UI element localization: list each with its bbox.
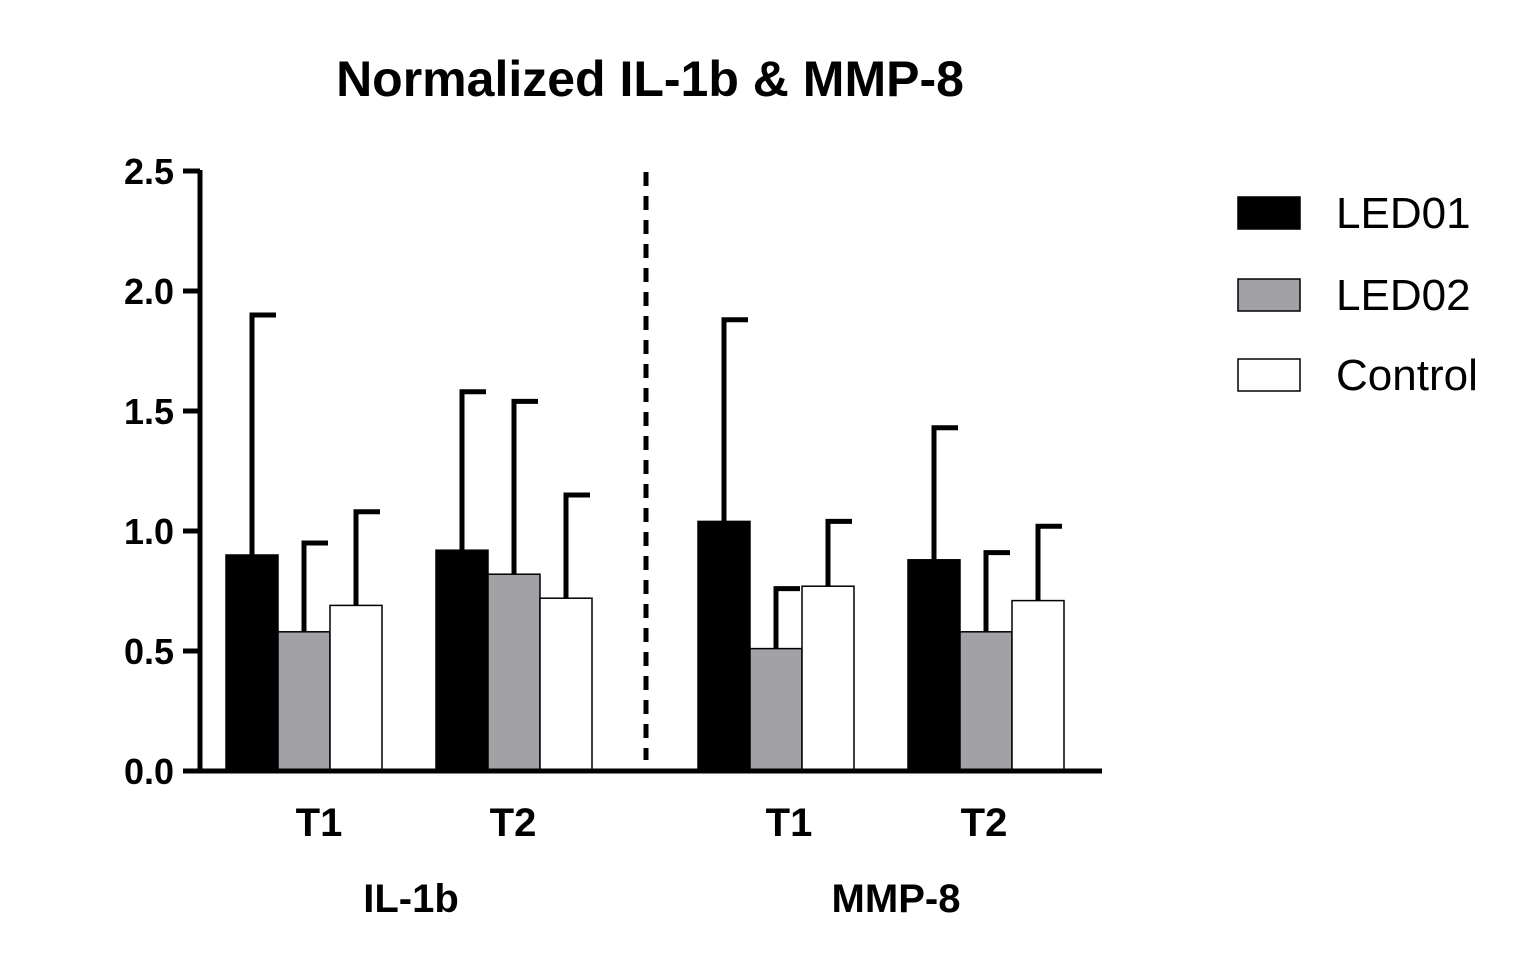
- y-tick-label: 2.0: [124, 271, 174, 312]
- category-label: T1: [766, 801, 813, 845]
- bar-led02: [487, 573, 541, 772]
- bar-led02: [959, 631, 1013, 772]
- bar-led01: [697, 520, 751, 772]
- chart-title: Normalized IL-1b & MMP-8: [336, 51, 964, 107]
- y-tick-label: 2.5: [124, 151, 174, 192]
- bar-led01: [907, 559, 961, 772]
- bar-control: [1011, 599, 1065, 772]
- y-tick-label: 0.5: [124, 631, 174, 672]
- bars: [225, 312, 1065, 772]
- category-labels: T1 T2 T1 T2: [296, 801, 1008, 845]
- legend-swatch-control: [1237, 358, 1301, 392]
- y-tick-label: 1.5: [124, 391, 174, 432]
- bar-led01: [225, 554, 279, 772]
- legend-label-led01: LED01: [1336, 189, 1471, 238]
- bar-control: [329, 604, 383, 772]
- group-labels: IL-1b MMP-8: [363, 877, 960, 921]
- legend-swatch-led01: [1237, 196, 1301, 230]
- bar-led02: [749, 647, 803, 772]
- group-label: MMP-8: [832, 877, 961, 921]
- y-tick-label: 0.0: [124, 751, 174, 792]
- bar-led01: [435, 549, 489, 772]
- y-axis-ticks: 0.0 0.5 1.0 1.5 2.0 2.5: [124, 151, 200, 792]
- bar-control: [539, 597, 593, 772]
- bar-control: [801, 585, 855, 772]
- y-tick-label: 1.0: [124, 511, 174, 552]
- legend-label-control: Control: [1336, 351, 1478, 400]
- legend: LED01 LED02 Control: [1237, 189, 1478, 400]
- category-label: T2: [961, 801, 1008, 845]
- legend-label-led02: LED02: [1336, 271, 1471, 320]
- legend-swatch-led02: [1237, 278, 1301, 312]
- category-label: T2: [490, 801, 537, 845]
- group-label: IL-1b: [363, 877, 459, 921]
- category-label: T1: [296, 801, 343, 845]
- bar-led02: [277, 631, 331, 772]
